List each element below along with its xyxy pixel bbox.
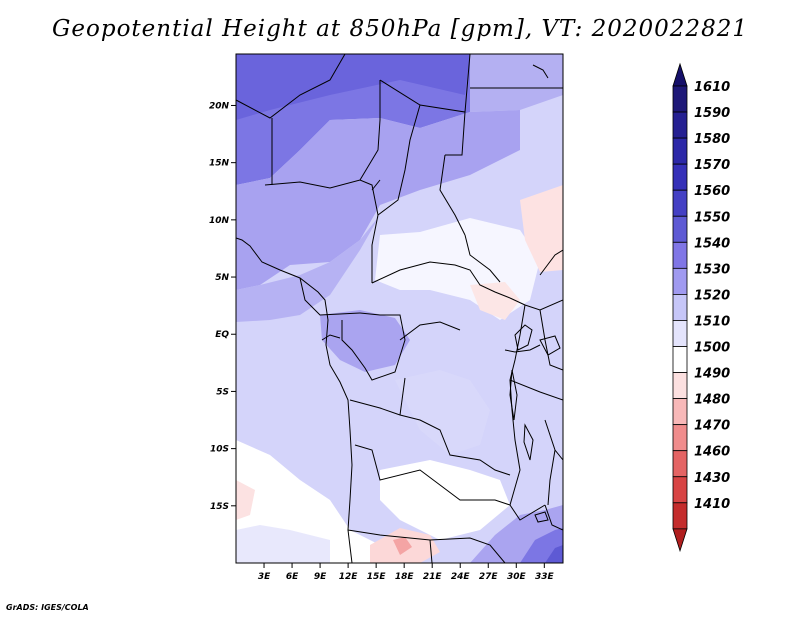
colorbar-label: 1540 — [694, 236, 730, 251]
colorbar-label: 1480 — [694, 393, 730, 408]
colorbar-swatch — [672, 241, 688, 269]
footer-credit: GrADS: IGES/COLA — [6, 603, 89, 612]
colorbar-label: 1580 — [694, 132, 730, 147]
colorbar-swatch — [672, 111, 688, 139]
colorbar-swatch — [672, 346, 688, 373]
colorbar-label: 1610 — [694, 80, 730, 95]
colorbar-swatch — [672, 189, 688, 217]
colorbar-label: 1460 — [694, 445, 730, 460]
colorbar-label: 1570 — [694, 158, 730, 173]
colorbar-swatch — [672, 476, 688, 504]
colorbar-top-cap — [672, 62, 688, 87]
colorbar-swatch — [672, 163, 688, 191]
x-tick-label: 15E — [367, 572, 387, 582]
colorbar-swatch — [672, 137, 688, 165]
colorbar-label: 1560 — [694, 184, 730, 199]
x-tick-label: 12E — [339, 572, 359, 582]
colorbar-swatch — [672, 293, 688, 321]
colorbar-label: 1550 — [694, 210, 730, 225]
x-tick-label: 3E — [258, 572, 271, 582]
y-tick-label: 10S — [210, 445, 229, 455]
y-tick-label: 15N — [209, 159, 230, 169]
y-tick-label: 20N — [209, 101, 230, 111]
colorbar-swatch — [672, 502, 688, 530]
colorbar-swatch — [672, 398, 688, 426]
colorbar-swatch — [672, 267, 688, 295]
colorbar-bottom-cap — [672, 528, 688, 553]
colorbar-label: 1500 — [694, 341, 730, 356]
colorbar-label: 1430 — [694, 471, 730, 486]
country-borders — [236, 54, 563, 563]
y-tick-label: 5S — [216, 387, 229, 397]
y-axis-ticks: 20N 15N 10N 5N EQ 5S 10S 15S — [209, 101, 236, 512]
colorbar-label: 1490 — [694, 367, 730, 382]
colorbar-label: 1470 — [694, 419, 730, 434]
colorbar-swatch — [672, 85, 688, 113]
colorbar-swatch — [672, 215, 688, 243]
colorbar-label: 1520 — [694, 288, 730, 303]
x-tick-label: 18E — [395, 572, 415, 582]
x-tick-label: 27E — [479, 572, 499, 582]
colorbar: 1610 1590 1580 1570 1560 1550 1540 1530 1520 1510… — [672, 62, 730, 553]
colorbar-swatch — [672, 320, 688, 347]
colorbar-swatch — [672, 424, 688, 452]
height-field — [236, 54, 563, 563]
y-tick-label: 15S — [210, 502, 229, 512]
colorbar-label: 1410 — [694, 497, 730, 512]
colorbar-swatch — [672, 372, 688, 399]
colorbar-label: 1590 — [694, 106, 730, 121]
plot-frame — [235, 53, 564, 564]
colorbar-label: 1510 — [694, 314, 730, 329]
y-tick-label: 5N — [215, 273, 229, 283]
x-tick-label: 6E — [286, 572, 299, 582]
colorbar-swatch — [672, 450, 688, 478]
colorbar-label: 1530 — [694, 262, 730, 277]
y-tick-label: EQ — [215, 330, 229, 340]
x-axis-ticks: 3E 6E 9E 12E 15E 18E 21E 24E 27E 30E 33E — [258, 563, 555, 582]
map-title: Geopotential Height at 850hPa [gpm], VT:… — [52, 16, 748, 42]
x-tick-label: 21E — [423, 572, 443, 582]
x-tick-label: 24E — [451, 572, 471, 582]
y-tick-label: 10N — [209, 216, 230, 226]
x-tick-label: 9E — [314, 572, 327, 582]
x-tick-label: 33E — [535, 572, 555, 582]
x-tick-label: 30E — [507, 572, 527, 582]
